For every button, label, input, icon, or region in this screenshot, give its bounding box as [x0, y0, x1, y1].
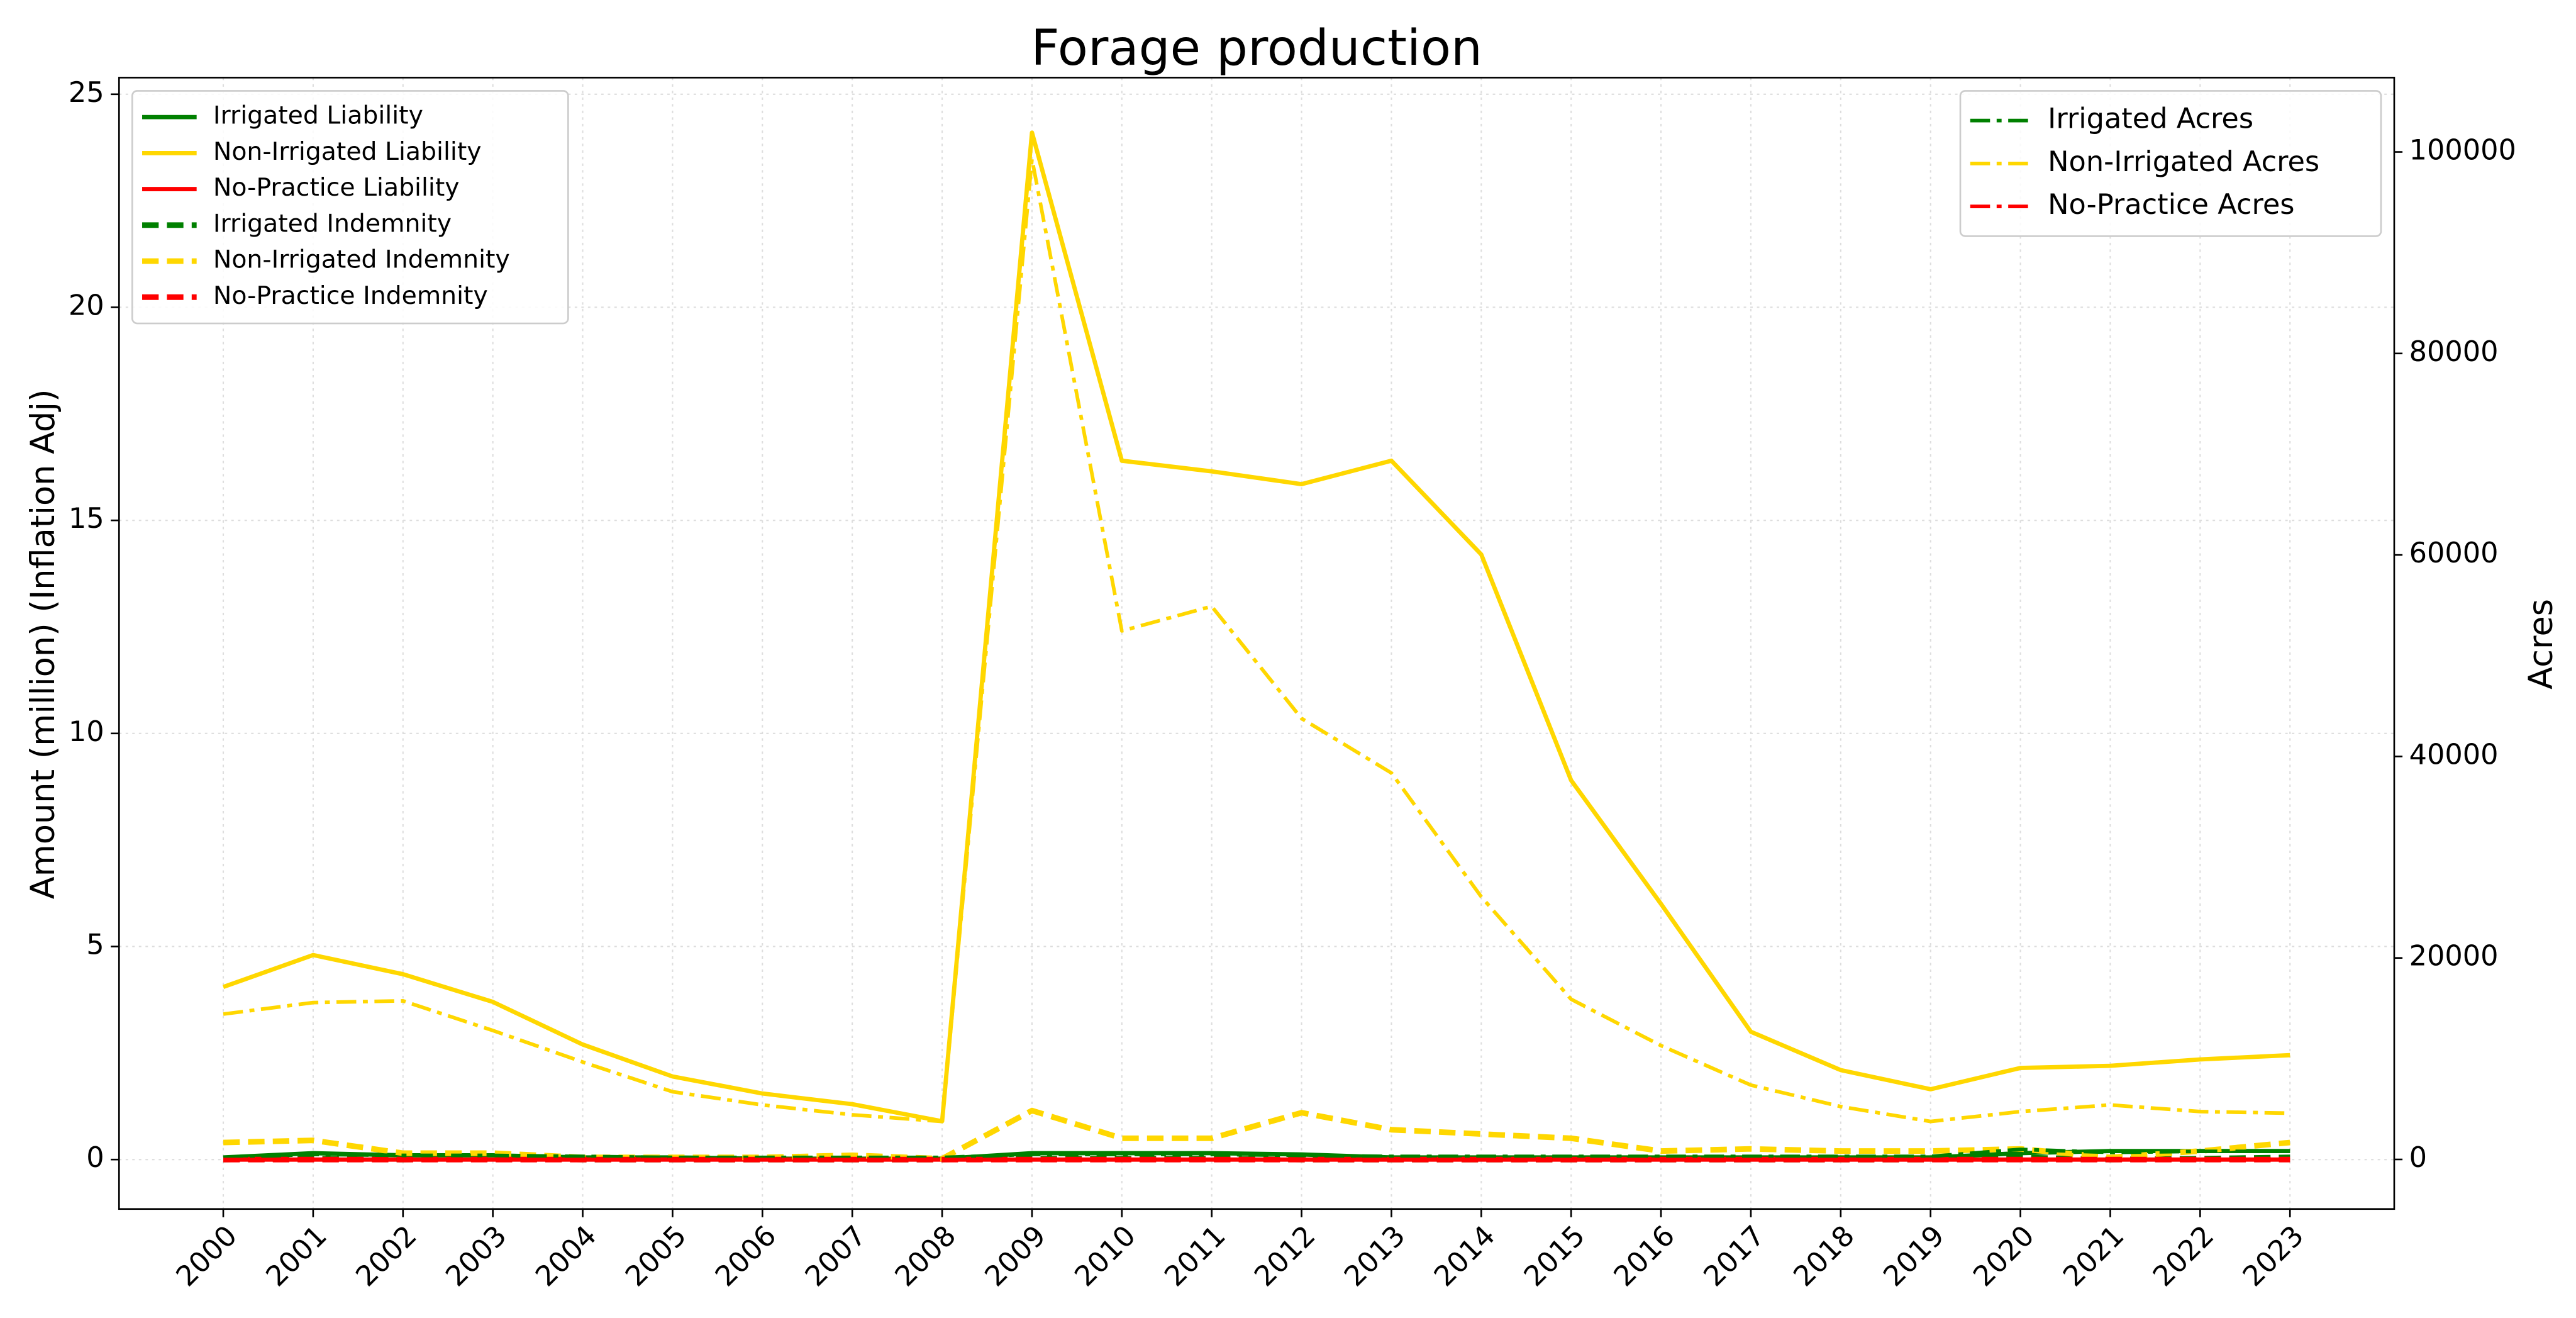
y-axis-label: Amount (million) (Inflation Adj) [24, 389, 62, 900]
legend: Irrigated Liability Non-Irrigated Liabili… [131, 90, 569, 325]
y2-tick-label: 100000 [2409, 134, 2516, 167]
x-tick-label: 2002 [350, 1219, 423, 1293]
x-tick-label: 2008 [889, 1219, 962, 1293]
legend-box [1959, 90, 2382, 237]
x-tick-label: 2017 [1697, 1219, 1771, 1293]
x-tick-label: 2001 [260, 1219, 333, 1293]
legend-label: No-Practice Liability [213, 173, 460, 202]
y-tick-label: 20 [69, 289, 104, 321]
series-line [222, 130, 2290, 1124]
legend-label: No-Practice Indemnity [213, 281, 488, 310]
y-tick-label: 0 [86, 1141, 104, 1174]
x-tick-label: 2022 [2146, 1219, 2220, 1293]
y-tick-label: 10 [69, 715, 104, 748]
legend-label: Non-Irrigated Acres [2048, 145, 2319, 178]
legend-label: Non-Irrigated Indemnity [213, 245, 510, 274]
legend-label: Irrigated Liability [213, 101, 423, 130]
x-tick-label: 2014 [1428, 1219, 1501, 1293]
legend-box [131, 90, 569, 325]
x-tick-label: 2009 [979, 1219, 1052, 1293]
x-tick-label: 2000 [170, 1219, 243, 1293]
x-tick-label: 2004 [529, 1219, 602, 1293]
x-tick-label: 2013 [1338, 1219, 1411, 1293]
chart-title: Forage production [1031, 19, 1482, 77]
x-tick-label: 2007 [799, 1219, 872, 1293]
y2-tick-label: 80000 [2409, 335, 2499, 368]
series-line [223, 1107, 2290, 1162]
x-tick-label: 2005 [619, 1219, 692, 1293]
x-tick-label: 2023 [2236, 1219, 2310, 1293]
series-line [223, 157, 2290, 1124]
legend-label: Irrigated Indemnity [213, 209, 452, 238]
x-tick-label: 2020 [1967, 1219, 2041, 1293]
x-tick-label: 2018 [1787, 1219, 1861, 1293]
legend-label: No-Practice Acres [2048, 188, 2294, 221]
x-tick-label: 2021 [2057, 1219, 2130, 1293]
legend: Irrigated Acres Non-Irrigated Acres No-Pra… [1959, 90, 2382, 237]
y2-axis-label: Acres [2522, 599, 2560, 690]
series-line [223, 1148, 2290, 1159]
y2-tick-label: 0 [2409, 1141, 2427, 1174]
y2-tick-label: 60000 [2409, 537, 2499, 569]
x-tick-label: 2016 [1607, 1219, 1681, 1293]
y-tick-label: 25 [69, 76, 104, 109]
legend-label: Non-Irrigated Liability [213, 137, 482, 166]
x-tick-label: 2015 [1518, 1219, 1591, 1293]
x-tick-label: 2011 [1158, 1219, 1232, 1293]
x-tick-label: 2010 [1069, 1219, 1142, 1293]
y-tick-label: 5 [86, 928, 104, 961]
plot-frame [118, 77, 2396, 1210]
legend-label: Irrigated Acres [2048, 103, 2253, 135]
x-tick-label: 2006 [709, 1219, 782, 1293]
x-tick-label: 2012 [1248, 1219, 1321, 1293]
y-tick-label: 15 [69, 502, 104, 535]
x-tick-label: 2003 [440, 1219, 513, 1293]
x-tick-label: 2019 [1877, 1219, 1951, 1293]
y2-tick-label: 20000 [2409, 940, 2499, 973]
y2-tick-label: 40000 [2409, 738, 2499, 771]
